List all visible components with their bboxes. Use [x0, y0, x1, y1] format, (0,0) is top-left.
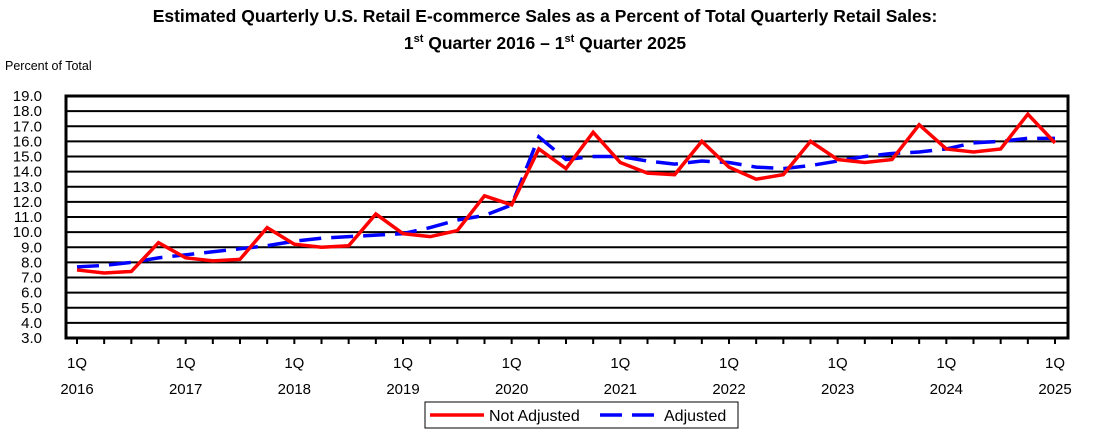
x-tick-label-quarter: 1Q: [828, 355, 848, 372]
y-tick-label: 4.0: [21, 315, 42, 332]
x-tick-label-quarter: 1Q: [1045, 355, 1065, 372]
y-axis-label: Percent of Total: [5, 59, 92, 73]
y-tick-label: 18.0: [13, 103, 42, 120]
y-tick-label: 17.0: [13, 118, 42, 135]
x-tick-label-quarter: 1Q: [67, 355, 87, 372]
x-tick-label-year: 2021: [604, 381, 637, 398]
legend-label-not-adjusted: Not Adjusted: [489, 408, 580, 425]
x-tick-label-year: 2024: [930, 381, 963, 398]
y-tick-label: 13.0: [13, 179, 42, 196]
x-tick-label-year: 2018: [278, 381, 311, 398]
x-tick-label-quarter: 1Q: [610, 355, 630, 372]
x-tick-label-quarter: 1Q: [502, 355, 522, 372]
chart-title-line2: 1st Quarter 2016 – 1st Quarter 2025: [403, 33, 687, 53]
y-tick-label: 10.0: [13, 224, 42, 241]
y-tick-label: 9.0: [21, 239, 42, 256]
x-tick-label-year: 2022: [712, 381, 745, 398]
y-tick-label: 8.0: [21, 254, 42, 271]
y-tick-label: 6.0: [21, 285, 42, 302]
x-tick-label-quarter: 1Q: [393, 355, 413, 372]
y-tick-label: 14.0: [13, 164, 42, 181]
x-tick-label-quarter: 1Q: [936, 355, 956, 372]
y-tick-label: 12.0: [13, 194, 42, 211]
y-tick-label: 11.0: [14, 209, 42, 226]
x-tick-label-quarter: 1Q: [284, 355, 304, 372]
legend-label-adjusted: Adjusted: [664, 408, 726, 425]
y-tick-label: 19.0: [13, 88, 42, 105]
y-tick-label: 7.0: [21, 270, 42, 287]
x-tick-label-year: 2025: [1038, 381, 1071, 398]
x-tick-label-quarter: 1Q: [176, 355, 196, 372]
x-tick-label-year: 2023: [821, 381, 854, 398]
y-tick-label: 15.0: [13, 149, 42, 166]
y-tick-label: 5.0: [21, 300, 42, 317]
x-tick-label-year: 2019: [386, 381, 419, 398]
y-tick-label: 16.0: [13, 133, 42, 150]
y-tick-label: 3.0: [21, 330, 42, 347]
x-tick-label-year: 2017: [169, 381, 202, 398]
x-tick-label-year: 2020: [495, 381, 528, 398]
chart-title-line1: Estimated Quarterly U.S. Retail E-commer…: [152, 6, 938, 26]
x-tick-label-quarter: 1Q: [719, 355, 739, 372]
x-tick-label-year: 2016: [60, 381, 93, 398]
